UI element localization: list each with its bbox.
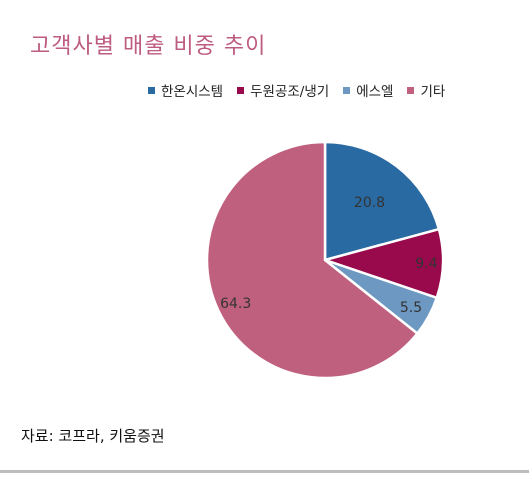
legend-label: 에스엘 bbox=[356, 84, 394, 100]
source-note: 자료: 코프라, 키움증권 bbox=[21, 427, 165, 445]
legend-swatch bbox=[237, 86, 245, 94]
legend-label: 두원공조/냉기 bbox=[250, 84, 330, 100]
legend-item: 한온시스템 bbox=[148, 80, 223, 100]
data-label: 9.4 bbox=[415, 256, 437, 272]
bottom-divider bbox=[0, 470, 529, 473]
chart-legend: 한온시스템 두원공조/냉기 에스엘 기타 bbox=[148, 80, 445, 100]
legend-item: 기타 bbox=[407, 80, 445, 100]
legend-swatch bbox=[148, 86, 155, 94]
legend-label: 한온시스템 bbox=[161, 84, 224, 100]
legend-label: 기타 bbox=[420, 84, 446, 100]
pie-slice bbox=[323, 140, 441, 262]
data-label: 64.3 bbox=[220, 296, 251, 312]
data-label: 20.8 bbox=[354, 195, 385, 211]
page-title: 고객사별 매출 비중 추이 bbox=[30, 34, 267, 59]
pie-slice bbox=[205, 140, 420, 380]
data-label: 5.5 bbox=[400, 300, 422, 316]
legend-swatch bbox=[407, 86, 415, 94]
legend-item: 에스엘 bbox=[343, 80, 393, 100]
legend-item: 두원공조/냉기 bbox=[237, 80, 329, 100]
legend-swatch bbox=[343, 86, 351, 94]
